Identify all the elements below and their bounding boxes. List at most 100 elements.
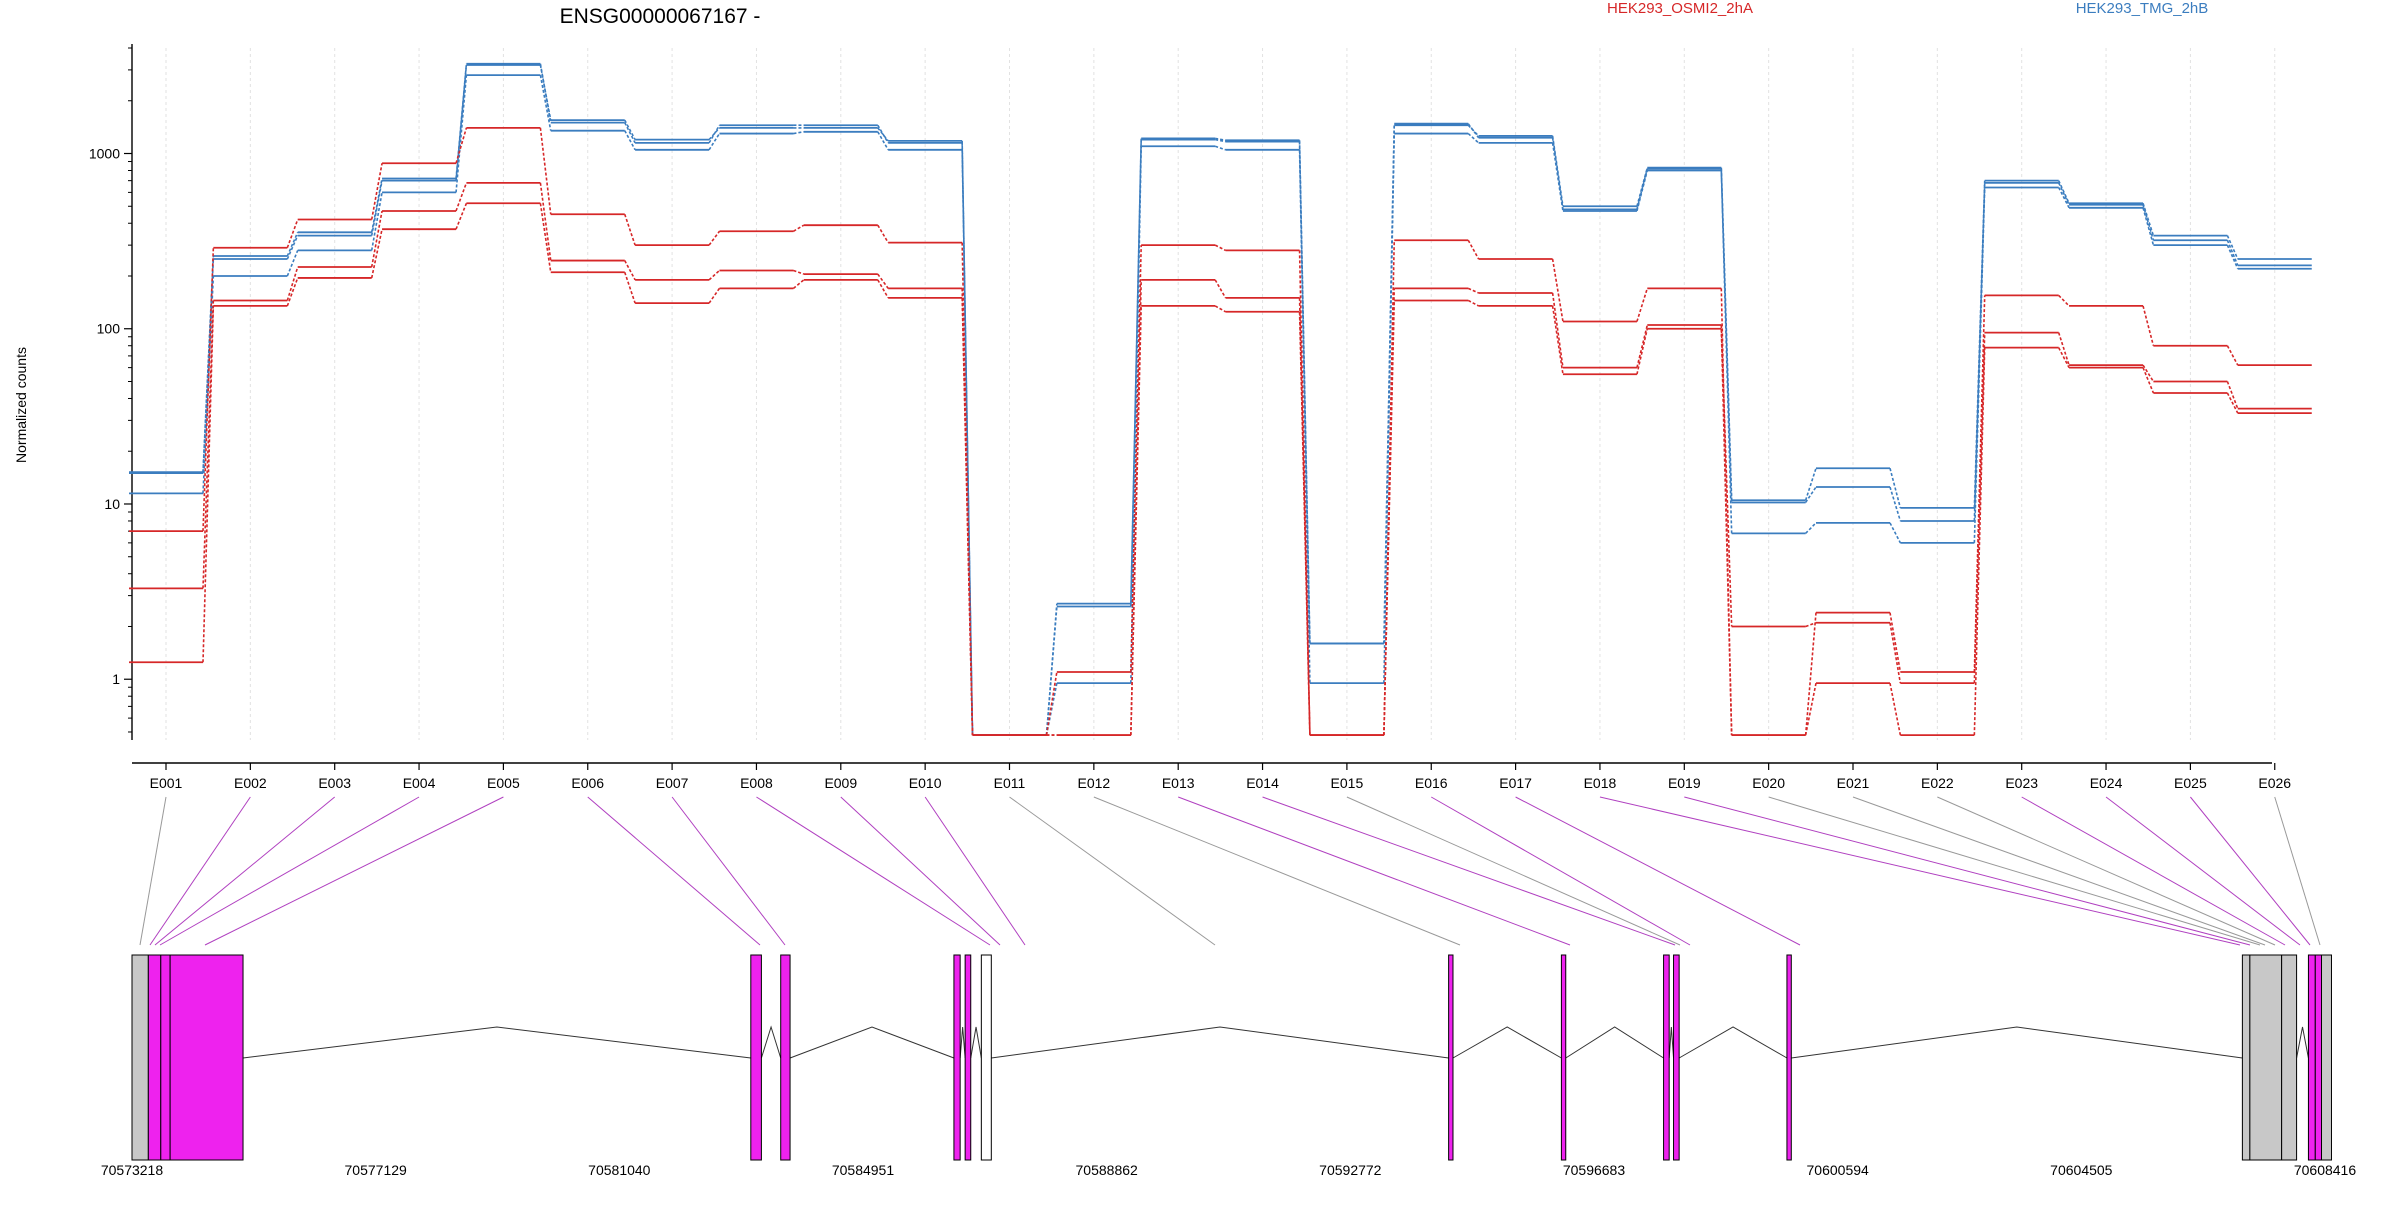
series-segment [1215, 138, 1226, 143]
series-segment [1467, 239, 1480, 260]
exon-connector [1093, 796, 1461, 946]
x-tick-label: E015 [1331, 775, 1364, 791]
y-tick-label: 1000 [89, 146, 120, 162]
series-segment [1889, 682, 1902, 736]
series-segment [1973, 182, 1986, 521]
exon-connector-lines [139, 796, 2321, 946]
series-segment [708, 230, 721, 246]
series-segment [1467, 124, 1480, 137]
series-segment [2142, 203, 2155, 236]
exon-block [2281, 954, 2298, 1161]
series-segment [1636, 167, 1649, 207]
exon-connector [1178, 796, 1571, 946]
intron-line [1791, 1026, 2243, 1059]
series-segment [1636, 328, 1649, 375]
x-tick-label: E014 [1246, 775, 1279, 791]
coord-tick-label: 70573218 [101, 1162, 164, 1178]
series-segment [1889, 486, 1902, 522]
series-segment [2057, 187, 2070, 209]
series-segment [539, 74, 552, 131]
x-tick-label: E001 [150, 775, 183, 791]
series-segment [370, 210, 383, 268]
legend-label-osmi: HEK293_OSMI2_2hA [1607, 0, 1753, 17]
y-tick-label: 100 [97, 321, 121, 337]
series-segment [2057, 332, 2070, 366]
exon-connector [139, 796, 167, 946]
series-segment [1804, 612, 1817, 736]
x-axis: E001 E002 E003 E004 E005 E006 E007 E008 E009 E010… [132, 762, 2291, 791]
x-tick-label: E004 [403, 775, 436, 791]
exon-block [980, 954, 992, 1161]
series-5 [129, 202, 2312, 736]
coord-tick-label: 70577129 [345, 1162, 408, 1178]
series-segment [792, 279, 805, 289]
series-segment [624, 130, 636, 151]
exon-block [147, 954, 162, 1161]
coord-tick-label: 70608416 [2294, 1162, 2357, 1178]
series-segment [539, 127, 552, 215]
exon-connector [1262, 796, 1676, 946]
exon-connector [1515, 796, 1801, 946]
series-segment [1214, 244, 1226, 252]
series-segment [2226, 239, 2239, 266]
series-segment [286, 266, 299, 301]
coord-tick-label: 70596683 [1563, 1162, 1626, 1178]
exon-connector [924, 796, 1026, 946]
series-segment [1215, 137, 1226, 142]
series-segment [202, 247, 215, 532]
intron-line [760, 1025, 782, 1059]
intron-line [970, 1026, 982, 1059]
series-segment [624, 260, 636, 281]
series-segment [708, 269, 720, 281]
exon-connector [2190, 796, 2311, 946]
series-segment [1805, 622, 1817, 628]
exon-connector [1852, 796, 2266, 946]
y-tick-label: 1 [112, 671, 120, 687]
series-segment [2226, 392, 2239, 414]
exon-block [169, 954, 244, 1161]
series-segment [877, 131, 889, 151]
series-segment [370, 180, 383, 236]
x-tick-label: E009 [824, 775, 857, 791]
x-tick-label: E026 [2258, 775, 2291, 791]
series-segment [1214, 279, 1227, 299]
coord-tick-label: 70592772 [1319, 1162, 1382, 1178]
series-segment [2142, 305, 2155, 346]
x-tick-label: E007 [656, 775, 689, 791]
series-segment [2058, 294, 2070, 307]
series-segment [1804, 682, 1817, 736]
series-segment [2142, 367, 2155, 394]
exon-block [2307, 954, 2316, 1161]
coord-tick-label: 70584951 [832, 1162, 895, 1178]
legend-label-tmg: HEK293_TMG_2hB [2076, 0, 2209, 17]
series-segment [877, 224, 889, 244]
series-segment [1636, 170, 1649, 212]
series-segment [793, 224, 805, 232]
series-segment [1889, 612, 1902, 673]
series-segment [877, 127, 889, 142]
exon-connector [159, 796, 420, 946]
intron-line [1678, 1026, 1788, 1059]
coord-tick-label: 70588862 [1076, 1162, 1139, 1178]
series-segment [1973, 347, 1986, 736]
exon-connector [2021, 796, 2286, 946]
exon-connector [1937, 796, 2276, 946]
coord-tick-label: 70581040 [588, 1162, 651, 1178]
series-segment [708, 133, 721, 151]
series-segment [1298, 311, 1311, 736]
exon-connector [154, 796, 336, 946]
series-segment [1973, 295, 1986, 672]
exon-connector [204, 796, 504, 946]
exon-connector [840, 796, 1001, 946]
series-segment [1551, 258, 1564, 322]
x-tick-label: E021 [1837, 775, 1870, 791]
x-tick-label: E003 [318, 775, 351, 791]
exon-block [2249, 954, 2283, 1161]
intron-line [991, 1026, 1449, 1059]
series-1 [129, 62, 2312, 736]
series-segment [961, 149, 974, 736]
series-segment [1720, 170, 1733, 534]
series-segment [1551, 142, 1564, 212]
series-segment [877, 279, 889, 299]
